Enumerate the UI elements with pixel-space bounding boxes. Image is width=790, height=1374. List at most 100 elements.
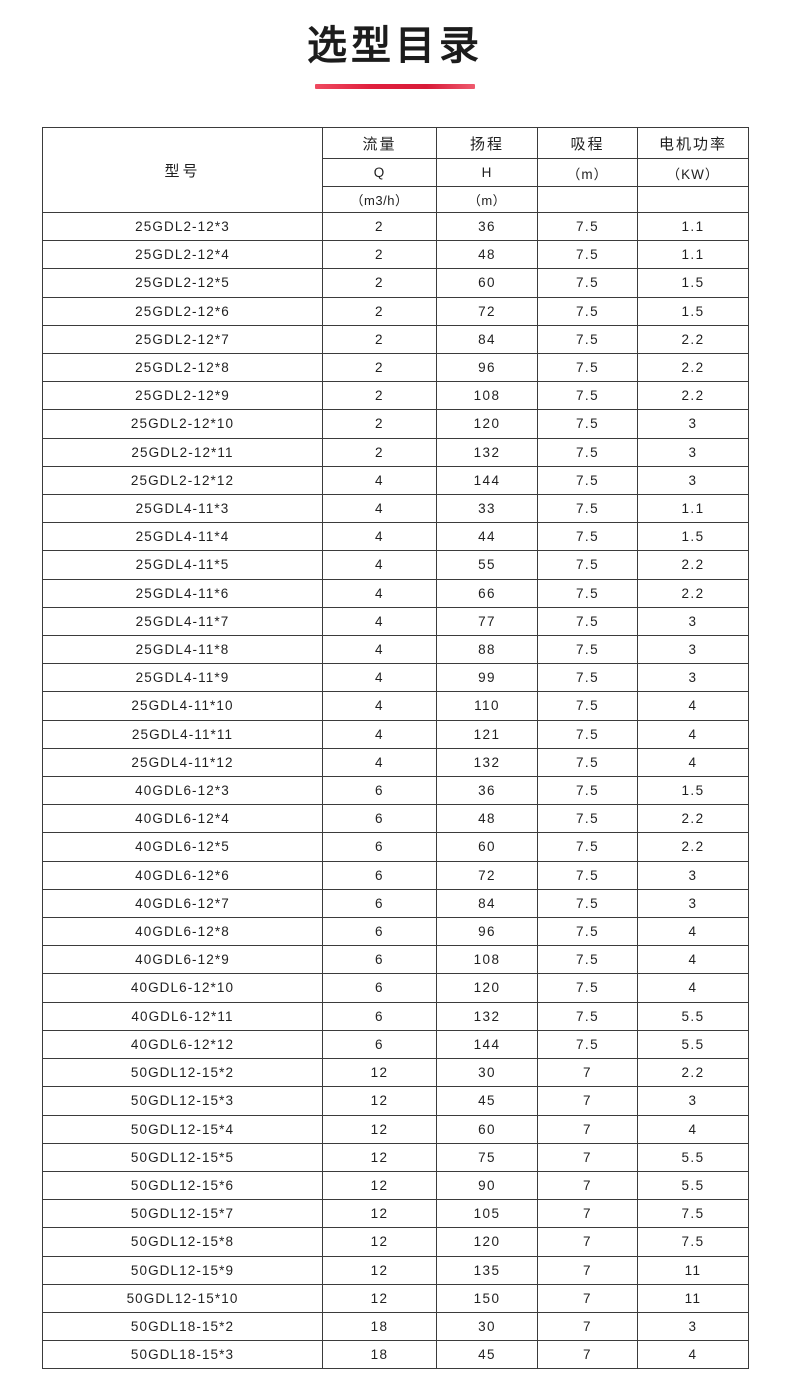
cell-head: 44 [436, 522, 538, 552]
cell-head: 72 [436, 860, 538, 890]
table-row: 50GDL12-15*4 12 60 7 4 [42, 1114, 749, 1144]
header-model: 型号 [42, 127, 323, 213]
cell-suction: 7 [537, 1340, 638, 1370]
spec-table-wrap: 型号 流量 扬程 吸程 电机功率 Q H （m） （KW） （m3/h） （m）… [42, 89, 749, 1370]
table-row: 25GDL4-11*4 4 44 7.5 1.5 [42, 522, 749, 552]
table-row: 25GDL4-11*11 4 121 7.5 4 [42, 719, 749, 749]
cell-head: 60 [436, 1114, 538, 1144]
cell-power: 3 [637, 606, 749, 637]
cell-model: 40GDL6-12*5 [42, 832, 323, 862]
cell-head: 144 [436, 1029, 538, 1060]
cell-power: 1.1 [637, 240, 749, 270]
cell-head: 45 [436, 1340, 538, 1370]
cell-suction: 7.5 [537, 1001, 638, 1031]
cell-flow: 4 [322, 522, 437, 552]
cell-model: 25GDL2-12*10 [42, 409, 323, 439]
cell-model: 25GDL4-11*7 [42, 606, 323, 637]
cell-head: 135 [436, 1255, 538, 1285]
cell-power: 3 [637, 437, 749, 467]
cell-flow: 4 [322, 578, 437, 608]
cell-power: 4 [637, 1340, 749, 1370]
cell-model: 25GDL4-11*8 [42, 635, 323, 665]
header-suction-symbol: （m） [537, 158, 638, 187]
cell-suction: 7.5 [537, 747, 638, 778]
cell-head: 84 [436, 324, 538, 355]
header-head-symbol: H [436, 158, 538, 187]
cell-model: 25GDL2-12*6 [42, 296, 323, 326]
cell-suction: 7.5 [537, 381, 638, 411]
cell-suction: 7 [537, 1311, 638, 1342]
cell-flow: 12 [322, 1255, 437, 1285]
cell-power: 1.5 [637, 522, 749, 552]
table-row: 25GDL4-11*5 4 55 7.5 2.2 [42, 550, 749, 580]
cell-suction: 7.5 [537, 776, 638, 806]
cell-suction: 7 [537, 1058, 638, 1088]
title-underline-wrap [0, 84, 790, 89]
cell-suction: 7.5 [537, 550, 638, 580]
cell-suction: 7.5 [537, 635, 638, 665]
table-row: 50GDL12-15*8 12 120 7 7.5 [42, 1227, 749, 1257]
table-row: 50GDL12-15*9 12 135 7 11 [42, 1255, 749, 1285]
cell-power: 3 [637, 1086, 749, 1116]
cell-power: 5.5 [637, 1142, 749, 1172]
cell-head: 45 [436, 1086, 538, 1116]
cell-power: 2.2 [637, 381, 749, 411]
cell-model: 25GDL4-11*11 [42, 719, 323, 749]
cell-power: 4 [637, 945, 749, 975]
header-head-name: 扬程 [436, 127, 538, 159]
header-row-symbol: Q H （m） （KW） [43, 158, 749, 187]
cell-flow: 12 [322, 1086, 437, 1116]
cell-suction: 7.5 [537, 860, 638, 890]
table-row: 25GDL2-12*8 2 96 7.5 2.2 [42, 353, 749, 383]
cell-flow: 4 [322, 606, 437, 637]
cell-flow: 4 [322, 494, 437, 524]
cell-power: 3 [637, 860, 749, 890]
cell-power: 3 [637, 635, 749, 665]
table-row: 25GDL4-11*7 4 77 7.5 3 [42, 606, 749, 637]
table-row: 50GDL12-15*7 12 105 7 7.5 [42, 1199, 749, 1229]
cell-flow: 4 [322, 747, 437, 778]
cell-model: 25GDL4-11*10 [42, 691, 323, 721]
header-row-unit: （m3/h） （m） [43, 186, 749, 213]
cell-power: 2.2 [637, 832, 749, 862]
table-row: 25GDL2-12*6 2 72 7.5 1.5 [42, 296, 749, 326]
cell-model: 50GDL12-15*9 [42, 1255, 323, 1285]
cell-flow: 6 [322, 888, 437, 919]
cell-flow: 6 [322, 973, 437, 1003]
cell-head: 132 [436, 437, 538, 467]
table-row: 25GDL4-11*12 4 132 7.5 4 [42, 747, 749, 778]
table-row: 50GDL12-15*3 12 45 7 3 [42, 1086, 749, 1116]
cell-head: 120 [436, 1227, 538, 1257]
cell-model: 40GDL6-12*12 [42, 1029, 323, 1060]
cell-model: 25GDL2-12*5 [42, 268, 323, 298]
cell-flow: 2 [322, 324, 437, 355]
cell-power: 1.5 [637, 268, 749, 298]
cell-suction: 7.5 [537, 494, 638, 524]
table-row: 40GDL6-12*3 6 36 7.5 1.5 [42, 776, 749, 806]
cell-suction: 7.5 [537, 324, 638, 355]
header-suction-unit [537, 186, 638, 213]
cell-power: 5.5 [637, 1029, 749, 1060]
table-row: 25GDL2-12*4 2 48 7.5 1.1 [42, 240, 749, 270]
header-head-unit: （m） [436, 186, 538, 213]
cell-suction: 7.5 [537, 211, 638, 242]
cell-flow: 12 [322, 1283, 437, 1313]
table-row: 25GDL4-11*9 4 99 7.5 3 [42, 663, 749, 693]
cell-model: 40GDL6-12*8 [42, 917, 323, 947]
cell-head: 48 [436, 804, 538, 834]
cell-flow: 6 [322, 1001, 437, 1031]
cell-model: 25GDL2-12*4 [42, 240, 323, 270]
cell-model: 50GDL12-15*2 [42, 1058, 323, 1088]
cell-flow: 12 [322, 1058, 437, 1088]
cell-flow: 6 [322, 945, 437, 975]
cell-power: 2.2 [637, 324, 749, 355]
page-header: 选型目录 [0, 0, 790, 89]
cell-flow: 6 [322, 917, 437, 947]
cell-power: 4 [637, 917, 749, 947]
cell-model: 40GDL6-12*11 [42, 1001, 323, 1031]
cell-suction: 7.5 [537, 719, 638, 749]
cell-head: 48 [436, 240, 538, 270]
cell-power: 7.5 [637, 1227, 749, 1257]
cell-flow: 4 [322, 663, 437, 693]
cell-model: 50GDL12-15*6 [42, 1170, 323, 1201]
